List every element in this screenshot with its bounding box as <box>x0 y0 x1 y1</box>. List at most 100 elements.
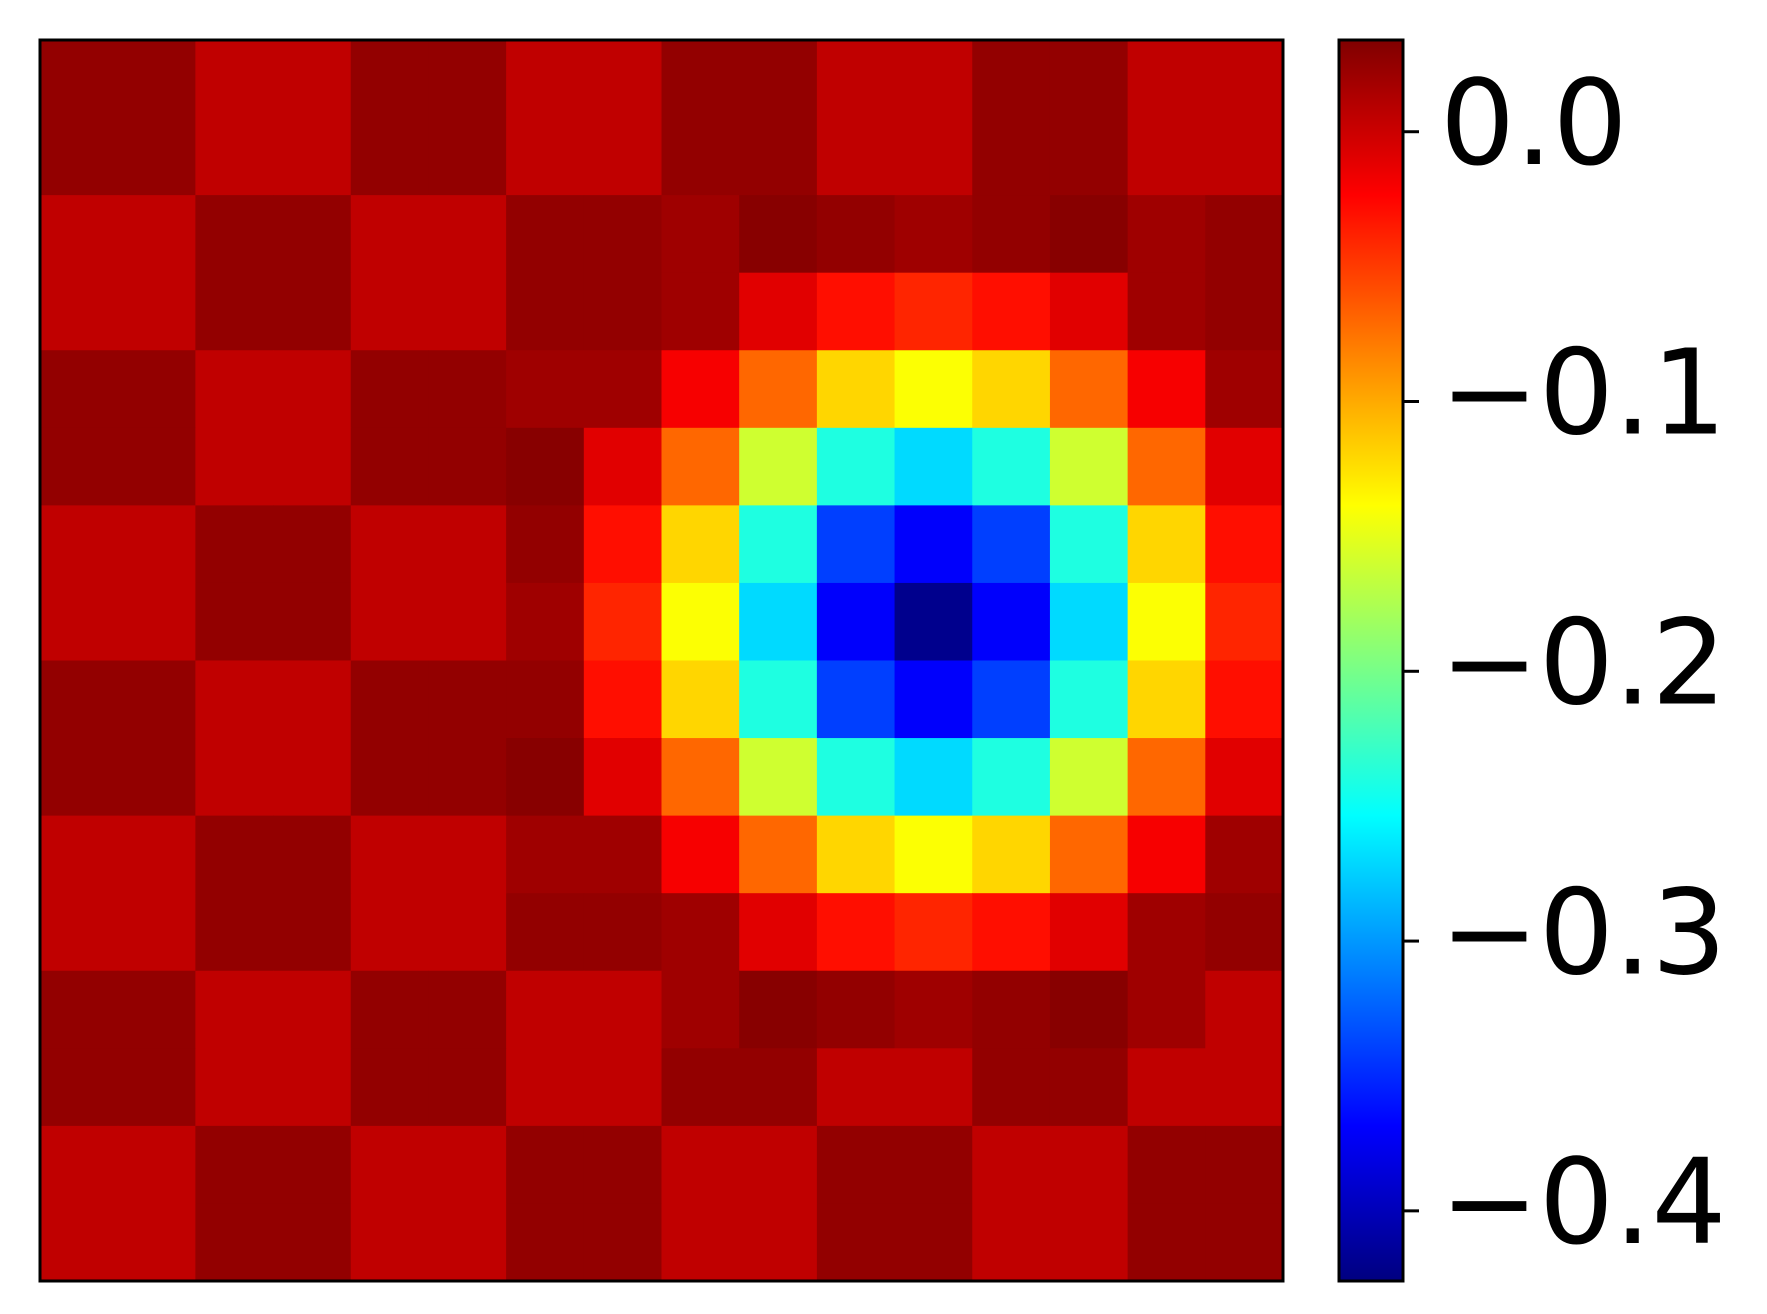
heatmap-cell <box>350 40 430 119</box>
heatmap-cell <box>1127 815 1206 894</box>
heatmap-cell <box>1049 815 1129 894</box>
heatmap-cell <box>273 505 352 584</box>
heatmap-cell <box>1049 970 1129 1049</box>
heatmap-cell <box>972 272 1051 351</box>
heatmap-cell <box>350 272 430 351</box>
heatmap-cell <box>1205 350 1284 429</box>
heatmap-cell <box>40 40 119 119</box>
heatmap-cell <box>739 195 818 274</box>
heatmap-cell <box>972 427 1051 506</box>
heatmap-cell <box>117 970 196 1049</box>
heatmap-cell <box>1205 893 1284 972</box>
heatmap-cell <box>428 660 507 739</box>
heatmap-cell <box>195 350 274 429</box>
heatmap-cell <box>1049 505 1129 584</box>
heatmap-cell <box>1205 427 1284 506</box>
heatmap-cell <box>1205 815 1284 894</box>
heatmap-cell <box>972 40 1051 119</box>
heatmap-cell <box>40 1125 119 1205</box>
heatmap-cell <box>1127 1125 1206 1205</box>
heatmap <box>40 40 1284 1282</box>
heatmap-cell <box>40 505 119 584</box>
heatmap-cell <box>195 582 274 662</box>
heatmap-cell <box>661 1203 740 1282</box>
heatmap-cell <box>583 117 663 196</box>
heatmap-cell <box>195 815 274 894</box>
heatmap-cell <box>816 117 896 196</box>
heatmap-cell <box>894 893 973 972</box>
heatmap-cell <box>739 815 818 894</box>
heatmap-cell <box>506 1048 585 1127</box>
heatmap-cell <box>428 195 507 274</box>
heatmap-cell <box>1127 272 1206 351</box>
heatmap-cell <box>1049 738 1129 817</box>
heatmap-cell <box>506 195 585 274</box>
heatmap-cell <box>1127 427 1206 506</box>
heatmap-cell <box>1049 1048 1129 1127</box>
heatmap-cell <box>117 195 196 274</box>
heatmap-cell <box>583 1048 663 1127</box>
heatmap-cell <box>117 505 196 584</box>
heatmap-cell <box>972 195 1051 274</box>
heatmap-cell <box>195 505 274 584</box>
heatmap-cell <box>117 272 196 351</box>
heatmap-cell <box>350 195 430 274</box>
heatmap-cell <box>894 660 973 739</box>
heatmap-cell <box>816 1125 896 1205</box>
heatmap-cell <box>816 505 896 584</box>
heatmap-cell <box>350 350 430 429</box>
heatmap-cell <box>117 582 196 662</box>
heatmap-cell <box>1049 1125 1129 1205</box>
heatmap-cell <box>661 582 740 662</box>
heatmap-cell <box>350 660 430 739</box>
heatmap-cell <box>40 970 119 1049</box>
heatmap-cell <box>661 660 740 739</box>
heatmap-cell <box>816 893 896 972</box>
heatmap-cell <box>972 350 1051 429</box>
heatmap-cell <box>661 738 740 817</box>
heatmap-cell <box>739 350 818 429</box>
heatmap-cell <box>816 1203 896 1282</box>
heatmap-cell <box>40 660 119 739</box>
heatmap-cell <box>583 195 663 274</box>
heatmap-cell <box>428 350 507 429</box>
heatmap-cell <box>661 195 740 274</box>
heatmap-cell <box>428 427 507 506</box>
heatmap-cell <box>195 660 274 739</box>
heatmap-cell <box>273 195 352 274</box>
heatmap-cell <box>1049 660 1129 739</box>
heatmap-cell <box>583 272 663 351</box>
heatmap-cell <box>972 582 1051 662</box>
heatmap-cell <box>195 1048 274 1127</box>
heatmap-cell <box>117 660 196 739</box>
heatmap-cell <box>661 427 740 506</box>
heatmap-cell <box>739 117 818 196</box>
heatmap-cell <box>117 893 196 972</box>
heatmap-cell <box>1205 505 1284 584</box>
heatmap-cell <box>350 1125 430 1205</box>
heatmap-cell <box>739 660 818 739</box>
heatmap-cell <box>1049 427 1129 506</box>
heatmap-cell <box>273 427 352 506</box>
heatmap-cell <box>1049 893 1129 972</box>
heatmap-cell <box>117 350 196 429</box>
heatmap-cell <box>583 893 663 972</box>
heatmap-cell <box>894 1048 973 1127</box>
heatmap-cell <box>972 815 1051 894</box>
heatmap-cell <box>739 1125 818 1205</box>
heatmap-cell <box>1205 660 1284 739</box>
heatmap-cell <box>583 815 663 894</box>
colorbar-tick-label: −0.1 <box>1440 324 1727 462</box>
heatmap-cell <box>428 1203 507 1282</box>
heatmap-cell <box>350 893 430 972</box>
heatmap-cell <box>350 582 430 662</box>
heatmap-cell <box>273 1125 352 1205</box>
heatmap-cell <box>506 1125 585 1205</box>
heatmap-cell <box>583 660 663 739</box>
heatmap-cell <box>739 40 818 119</box>
heatmap-cell <box>583 40 663 119</box>
heatmap-cell <box>40 893 119 972</box>
heatmap-cell <box>661 893 740 972</box>
heatmap-cell <box>273 272 352 351</box>
heatmap-cell <box>428 815 507 894</box>
